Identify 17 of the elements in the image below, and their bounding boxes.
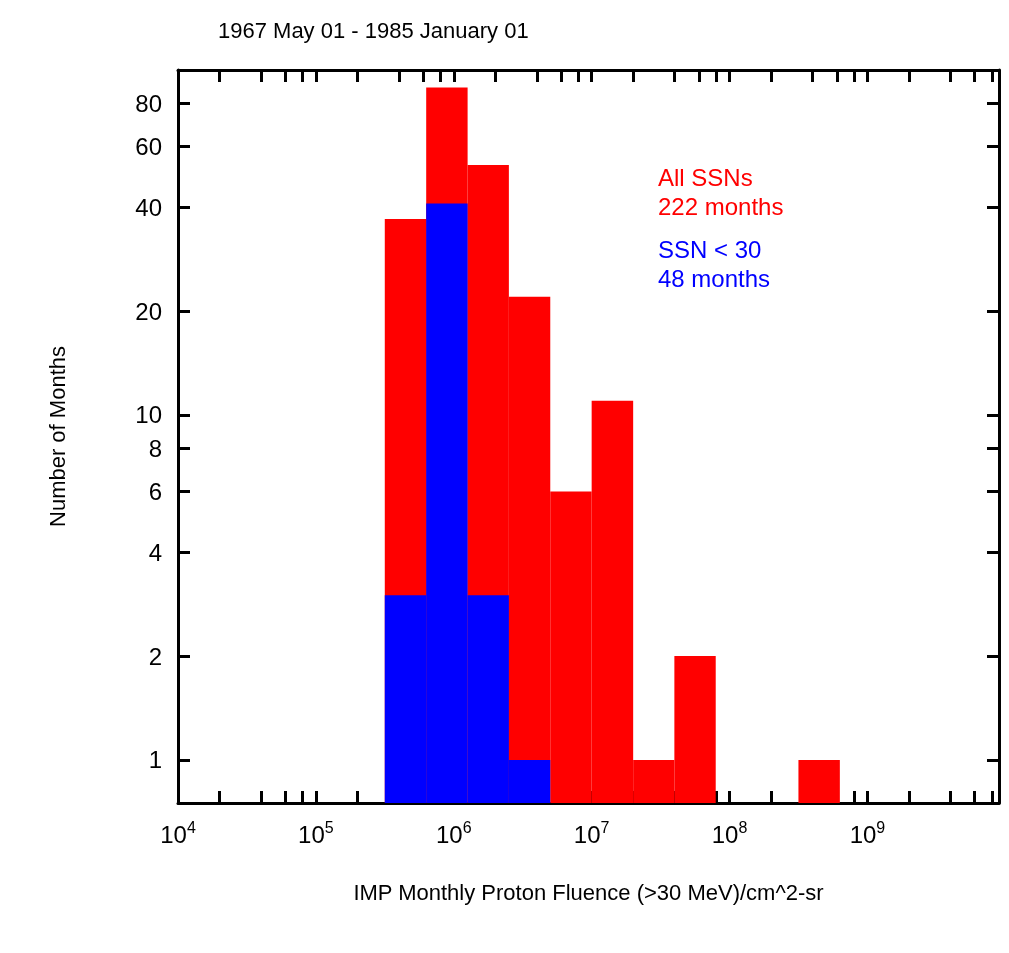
y-tick-label: 4: [148, 538, 162, 566]
y-tick-label: 10: [135, 401, 162, 429]
chart-title: 1967 May 01 - 1985 January 01: [218, 17, 529, 43]
text: SSN < 30: [658, 236, 762, 263]
y-axis-title: Number of Months: [44, 346, 70, 527]
y-tick-label: 60: [135, 133, 162, 161]
y-tick-label: 80: [135, 89, 162, 117]
y-tick-label: 8: [148, 434, 162, 462]
annotation: 48 months: [658, 265, 771, 292]
annotation: 222 months: [658, 193, 784, 220]
y-tick-label: 2: [148, 642, 162, 670]
y-tick-label: 1: [148, 746, 162, 774]
y-tick-label: 20: [135, 297, 162, 325]
y-tick-label: 6: [148, 477, 162, 505]
y-tick-label: 40: [135, 193, 162, 221]
text: All SSNs: [658, 164, 753, 191]
x-axis-title: IMP Monthly Proton Fluence (>30 MeV)/cm^2-sr: [353, 879, 824, 905]
